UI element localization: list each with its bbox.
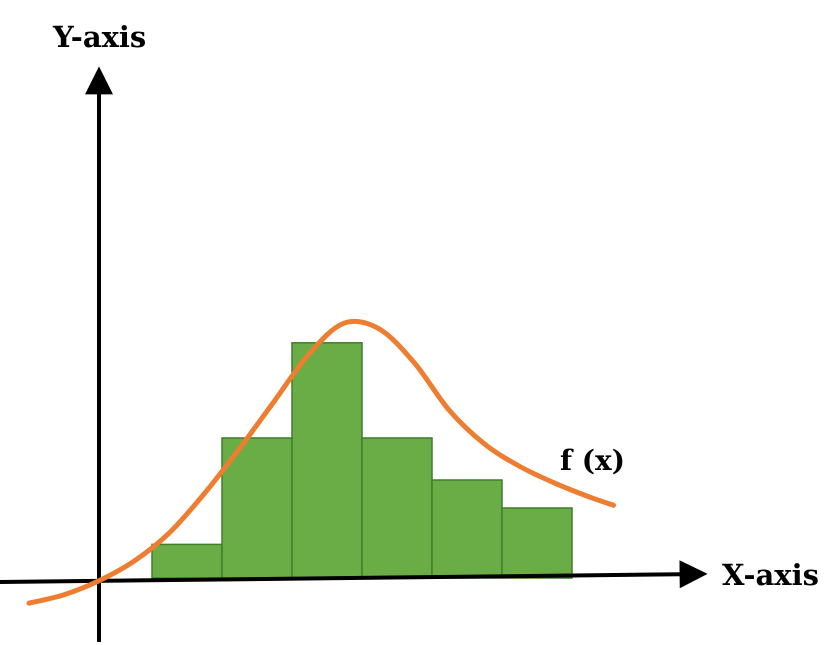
histogram-bar-6 (501, 507, 573, 579)
x-axis-line (0, 560, 708, 589)
histogram-bars (151, 342, 573, 579)
y-axis-label: Y-axis (52, 20, 146, 54)
density-curve (26, 318, 616, 606)
histogram-bar-3 (291, 342, 363, 579)
histogram-bar-4 (361, 437, 433, 579)
histogram-bar-1 (151, 543, 223, 579)
curve-label: f (x) (560, 444, 625, 477)
histogram-bar-2 (221, 437, 293, 579)
x-axis-label: X-axis (722, 558, 819, 592)
histogram-bar-5 (431, 479, 503, 579)
